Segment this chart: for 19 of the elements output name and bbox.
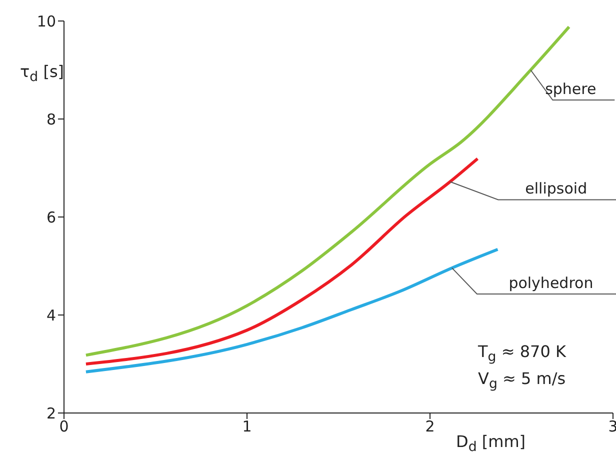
y-tick-label: 6 xyxy=(46,208,56,226)
y-tick-label: 10 xyxy=(36,12,56,30)
x-axis-title: D$_{d}$ [mm] xyxy=(456,432,526,456)
y-axis-title: τ$_{d}$ [s] xyxy=(20,62,64,86)
name-callout: sphere xyxy=(530,70,616,100)
y-tick-label: 8 xyxy=(46,110,56,128)
line-series xyxy=(84,157,480,366)
x-tick-label: 1 xyxy=(242,418,252,436)
annotation: T$_{g}$ ≈ 870 K xyxy=(478,342,566,366)
y-tick-label: 2 xyxy=(46,404,56,422)
x-tick-label: 0 xyxy=(59,418,69,436)
x-tick-label: 2 xyxy=(425,418,435,436)
name-callout: ellipsoid xyxy=(450,180,616,200)
name-callout: polyhedron xyxy=(451,267,616,294)
y-tick-label: 4 xyxy=(46,306,56,324)
annotation: V$_{g}$ ≈ 5 m/s xyxy=(478,369,566,392)
series-label: polyhedron xyxy=(508,274,594,292)
line-series xyxy=(84,248,500,374)
series-label: sphere xyxy=(545,80,596,98)
